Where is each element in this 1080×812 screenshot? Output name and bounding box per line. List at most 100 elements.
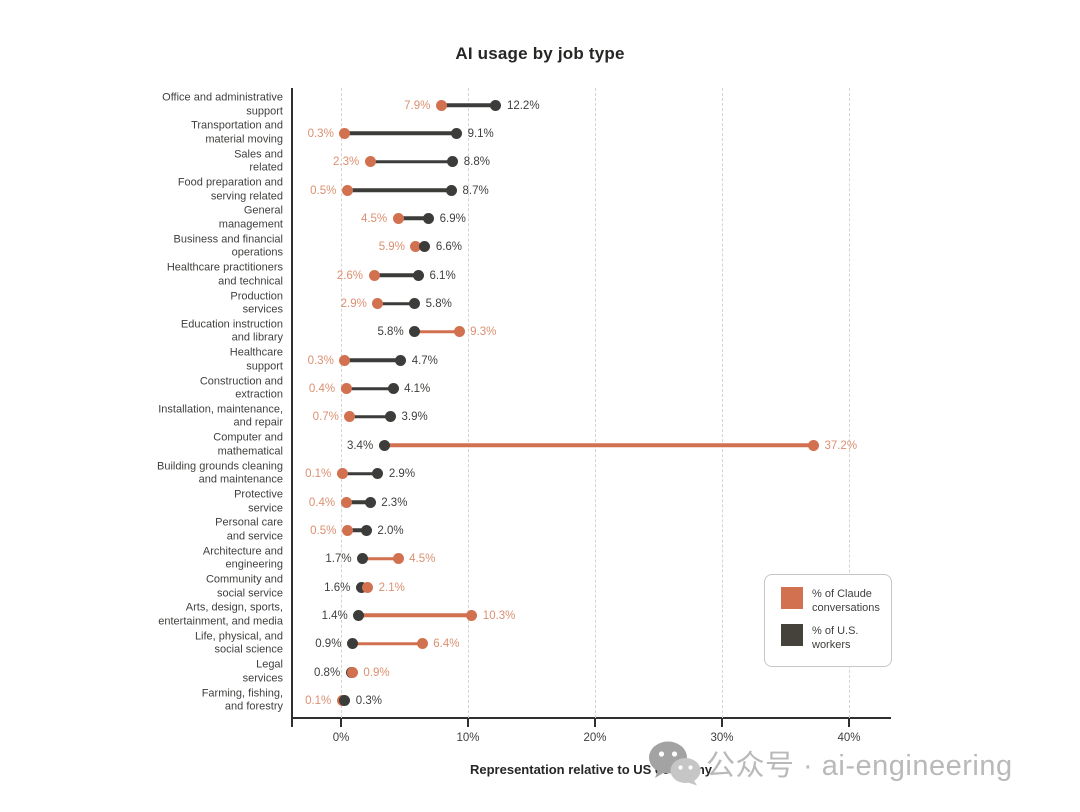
dumbbell-line	[358, 613, 472, 618]
category-label: Arts, design, sports, entertainment, and…	[158, 601, 283, 628]
dumbbell-line	[362, 557, 399, 561]
workers-value-label: 6.6%	[435, 241, 463, 254]
x-axis-line	[291, 717, 891, 719]
workers-dot	[451, 127, 463, 139]
workers-dot	[346, 638, 358, 650]
workers-value-label: 5.8%	[425, 298, 452, 311]
claude-value-label: 2.6%	[336, 269, 364, 282]
category-label: Architecture and engineering	[202, 545, 283, 571]
x-tick-20%	[594, 719, 596, 727]
category-label: Transportation and material moving	[191, 119, 283, 146]
dumbbell-line	[347, 188, 452, 192]
category-label: Production services	[230, 290, 283, 316]
claude-value-label: 0.3%	[307, 127, 334, 140]
workers-value-label: 3.9%	[401, 411, 428, 424]
dumbbell-line	[374, 273, 419, 277]
category-label: Computer and mathematical	[213, 431, 283, 458]
claude-swatch	[781, 587, 803, 609]
x-tick-10%	[467, 719, 469, 727]
category-label: Business and financial operations	[173, 233, 283, 259]
x-tick-label: 30%	[710, 732, 734, 744]
claude-value-label: 0.7%	[312, 411, 339, 424]
category-label: Construction and extraction	[199, 375, 283, 401]
workers-dot	[409, 298, 421, 310]
workers-value-label: 0.9%	[315, 638, 342, 651]
workers-value-label: 2.9%	[388, 468, 416, 481]
claude-value-label: 7.9%	[404, 99, 431, 112]
gridline-10%	[468, 88, 469, 718]
page-title: AI usage by job type	[455, 44, 625, 63]
workers-value-label: 0.3%	[355, 695, 383, 708]
chart-legend: % of Claude conversations % of U.S. work…	[764, 574, 892, 667]
workers-dot	[355, 581, 367, 593]
gridline-0%	[341, 88, 342, 718]
dumbbell-line	[342, 471, 378, 476]
category-label: Legal services	[242, 658, 283, 685]
claude-value-label: 0.1%	[305, 695, 332, 708]
claude-dot	[435, 99, 447, 111]
claude-dot	[368, 269, 380, 281]
x-tick-0%	[340, 719, 342, 727]
dumbbell-line	[346, 386, 394, 391]
workers-value-label: 1.6%	[324, 581, 351, 594]
workers-value-label: 1.7%	[325, 553, 352, 566]
claude-dot	[392, 553, 404, 565]
workers-dot	[409, 326, 421, 338]
dumbbell-line	[398, 216, 429, 221]
category-label: Education instruction and library	[180, 318, 283, 344]
category-label: Life, physical, and social science	[194, 630, 283, 656]
claude-dot	[392, 212, 404, 224]
dumbbell-line	[441, 103, 496, 107]
workers-value-label: 0.8%	[313, 666, 341, 679]
x-tick-label: 10%	[456, 732, 480, 744]
workers-value-label: 6.9%	[439, 212, 466, 225]
category-label: Building grounds cleaning and maintenanc…	[157, 460, 283, 486]
workers-value-label: 6.1%	[429, 269, 456, 282]
dumbbell-line	[347, 528, 367, 533]
workers-value-label: 2.0%	[377, 524, 404, 537]
legend-label-workers: % of U.S. workers	[812, 625, 859, 651]
claude-dot	[372, 298, 384, 310]
workers-value-label: 8.7%	[462, 184, 489, 197]
legend-label-claude: % of Claude conversations	[812, 588, 880, 614]
claude-dot	[344, 411, 356, 423]
workers-value-label: 1.4%	[321, 609, 348, 622]
x-tick-40%	[848, 719, 850, 727]
claude-value-label: 0.5%	[310, 184, 337, 197]
workers-value-label: 9.1%	[467, 127, 494, 140]
claude-dot	[453, 326, 465, 338]
workers-value-label: 5.8%	[377, 326, 404, 339]
workers-dot	[395, 354, 407, 366]
gridline-20%	[595, 88, 596, 718]
workers-dot	[490, 99, 502, 111]
dumbbell-line	[344, 358, 401, 362]
workers-value-label: 8.8%	[463, 156, 490, 169]
workers-dot	[385, 411, 397, 423]
workers-value-label: 2.3%	[381, 496, 408, 509]
claude-value-label: 10.3%	[482, 609, 516, 622]
workers-dot	[419, 241, 431, 253]
category-label: Community and social service	[205, 573, 283, 600]
claude-dot	[340, 496, 352, 508]
category-label: Office and administrative support	[162, 91, 283, 118]
workers-dot	[387, 383, 399, 395]
claude-value-label: 5.9%	[378, 241, 405, 254]
legend-item-workers: % of U.S. workers	[781, 624, 883, 652]
claude-dot	[336, 468, 348, 480]
workers-value-label: 12.2%	[506, 99, 540, 112]
category-label: Farming, fishing, and forestry	[201, 687, 283, 713]
claude-value-label: 0.9%	[363, 666, 390, 679]
gridline-30%	[722, 88, 723, 718]
x-tick-label: 20%	[583, 732, 607, 744]
claude-dot	[362, 581, 374, 593]
claude-dot	[410, 241, 422, 253]
workers-dot	[353, 609, 365, 621]
workers-value-label: 3.4%	[346, 439, 374, 452]
claude-value-label: 2.1%	[378, 581, 405, 594]
workers-dot	[445, 184, 457, 196]
claude-value-label: 2.3%	[333, 156, 360, 169]
claude-dot	[807, 439, 819, 451]
x-tick-30%	[721, 719, 723, 727]
category-label: Personal care and service	[215, 516, 283, 543]
